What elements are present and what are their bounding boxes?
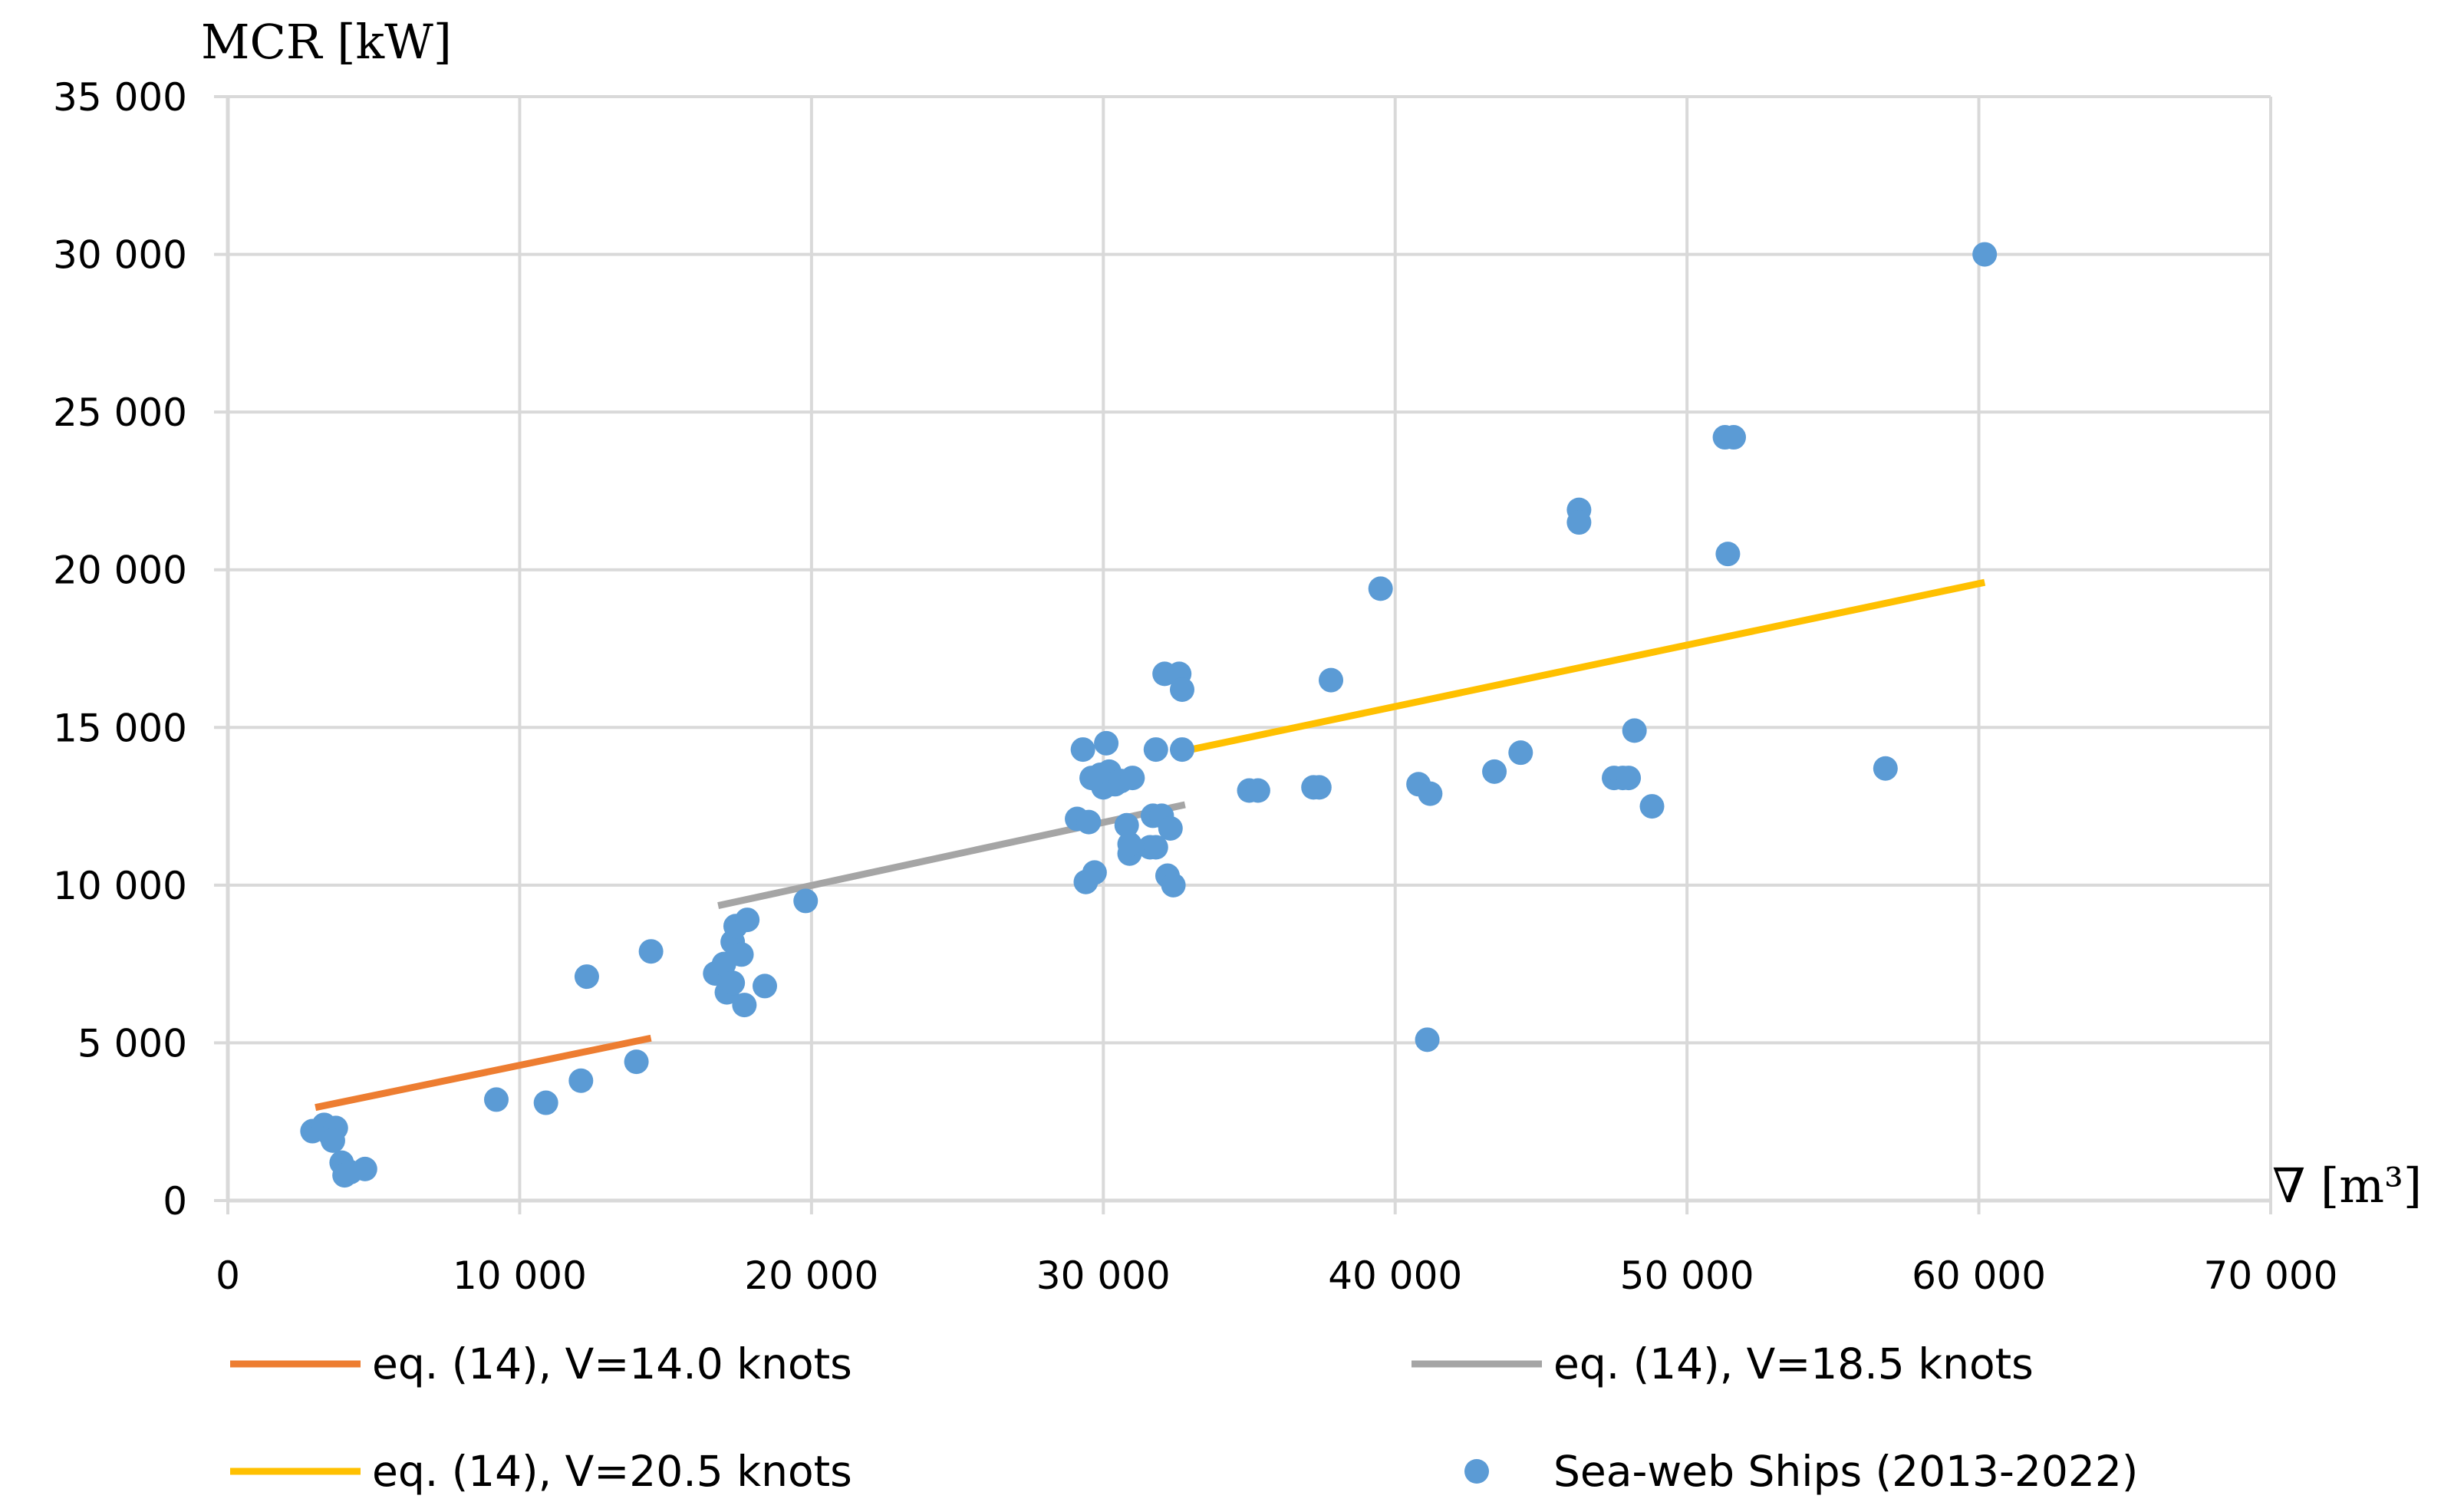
y-tick-label: 15 000	[53, 706, 187, 750]
x-tick-label: 50 000	[1620, 1253, 1754, 1298]
data-point	[1873, 756, 1898, 781]
data-point	[1143, 835, 1168, 860]
fit-lines	[315, 578, 1986, 1112]
x-tick-label: 40 000	[1328, 1253, 1462, 1298]
data-point	[1639, 794, 1665, 819]
data-point	[1715, 542, 1741, 567]
x-tick-labels: 0 10 000 20 000 30 000 40 000 50 000 60 000 70 …	[216, 1253, 2337, 1298]
data-point	[1143, 737, 1168, 763]
fit-line-series-1	[315, 1034, 652, 1112]
legend-swatch-marker	[1464, 1459, 1489, 1484]
data-point	[720, 970, 746, 996]
y-tick-label: 20 000	[53, 548, 187, 593]
data-point	[624, 1049, 649, 1075]
data-point	[1161, 872, 1186, 898]
legend-label: eq. (14), V=18.5 knots	[1553, 1339, 2034, 1388]
data-point	[1566, 510, 1592, 535]
data-point	[320, 1128, 345, 1153]
y-tick-label: 30 000	[53, 233, 187, 278]
fit-line-series-3	[1190, 578, 1986, 753]
data-point	[793, 888, 819, 914]
y-tick-label: 5 000	[77, 1021, 187, 1066]
legend-label: Sea-web Ships (2013-2022)	[1553, 1447, 2138, 1496]
data-point	[1368, 576, 1393, 601]
data-point	[1170, 737, 1195, 763]
data-point	[352, 1156, 377, 1181]
x-tick-label: 0	[216, 1253, 240, 1298]
x-tick-label: 60 000	[1912, 1253, 2046, 1298]
data-point	[1616, 766, 1642, 791]
y-tick-label: 25 000	[53, 390, 187, 435]
data-point	[1418, 781, 1443, 806]
fit-line-series-2	[717, 801, 1186, 909]
data-point	[729, 942, 754, 967]
data-point	[1721, 425, 1747, 450]
x-axis-title: ∇ [m³]	[2272, 1158, 2422, 1214]
x-tick-label: 70 000	[2204, 1253, 2338, 1298]
y-tick-labels: 0 5 000 10 000 15 000 20 000 25 000 30 000 35 0…	[53, 75, 187, 1224]
data-point	[533, 1090, 558, 1115]
data-point	[1482, 759, 1507, 784]
data-point	[483, 1087, 509, 1112]
data-point	[1117, 832, 1142, 857]
gridlines	[228, 95, 2272, 1201]
data-point	[1622, 718, 1647, 743]
data-point	[568, 1068, 594, 1093]
y-tick-label: 10 000	[53, 864, 187, 908]
data-point	[638, 939, 664, 964]
data-point	[1120, 766, 1145, 791]
data-point	[1508, 740, 1533, 766]
x-tick-label: 30 000	[1036, 1253, 1171, 1298]
data-point	[1972, 242, 1998, 267]
data-point	[1094, 730, 1119, 756]
legend-item: eq. (14), V=14.0 knots	[230, 1339, 852, 1388]
data-point	[1415, 1027, 1440, 1052]
y-tick-label: 35 000	[53, 75, 187, 120]
x-tick-label: 20 000	[744, 1253, 878, 1298]
legend-item: eq. (14), V=20.5 knots	[230, 1447, 852, 1496]
data-point	[1082, 860, 1107, 885]
scatter-points	[300, 242, 1998, 1188]
legend-item: eq. (14), V=18.5 knots	[1412, 1339, 2034, 1388]
data-point	[1114, 812, 1139, 838]
data-point	[574, 964, 599, 990]
legend-item: Sea-web Ships (2013-2022)	[1464, 1447, 2138, 1496]
legend-label: eq. (14), V=20.5 knots	[372, 1447, 852, 1496]
data-point	[1158, 815, 1183, 841]
data-point	[1306, 775, 1332, 800]
data-point	[752, 973, 777, 999]
axes	[214, 95, 2272, 1214]
data-point	[1245, 778, 1270, 803]
data-point	[1076, 809, 1102, 835]
legend: eq. (14), V=14.0 knots eq. (14), V=18.5 k…	[230, 1339, 2138, 1496]
data-point	[1170, 677, 1195, 702]
y-tick-label: 0	[163, 1179, 187, 1224]
data-point	[735, 908, 760, 933]
data-point	[1070, 737, 1095, 763]
legend-label: eq. (14), V=14.0 knots	[372, 1339, 852, 1388]
x-tick-label: 10 000	[453, 1253, 587, 1298]
data-point	[1319, 667, 1344, 693]
data-point	[732, 993, 757, 1018]
y-axis-title: MCR [kW]	[201, 14, 452, 70]
